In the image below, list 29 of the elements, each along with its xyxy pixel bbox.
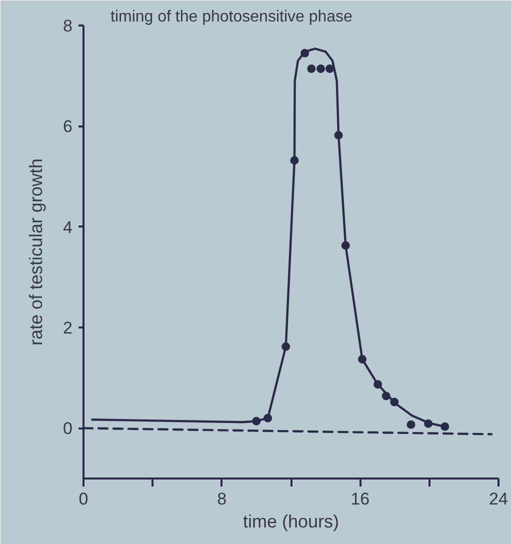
y-tick-label: 8 <box>63 16 73 36</box>
point <box>264 414 272 422</box>
point <box>300 48 310 58</box>
point <box>440 422 450 431</box>
point <box>390 398 399 406</box>
point <box>374 380 382 389</box>
point <box>406 420 416 429</box>
point <box>307 64 316 74</box>
point <box>382 392 390 400</box>
x-tick-label: 8 <box>217 490 227 508</box>
y-tick-label: 2 <box>63 318 73 338</box>
y-tick-label: 0 <box>63 419 73 438</box>
point <box>252 416 261 426</box>
point <box>358 354 366 364</box>
point <box>424 419 433 428</box>
x-tick-label: 16 <box>350 490 370 508</box>
point <box>325 64 334 74</box>
point <box>282 342 290 351</box>
y-tick-label: 6 <box>63 117 73 136</box>
point <box>316 64 325 74</box>
y-axis-title: rate of testicular growth <box>26 158 46 346</box>
x-tick-label: 0 <box>78 490 88 508</box>
x-tick-label: 24 <box>489 490 508 508</box>
y-tick-label: 4 <box>63 218 73 237</box>
chart-title: timing of the photosensitive phase <box>110 8 353 26</box>
x-axis-title: time (hours) <box>242 512 340 532</box>
point <box>334 130 343 140</box>
point <box>290 156 299 165</box>
point <box>341 241 350 250</box>
